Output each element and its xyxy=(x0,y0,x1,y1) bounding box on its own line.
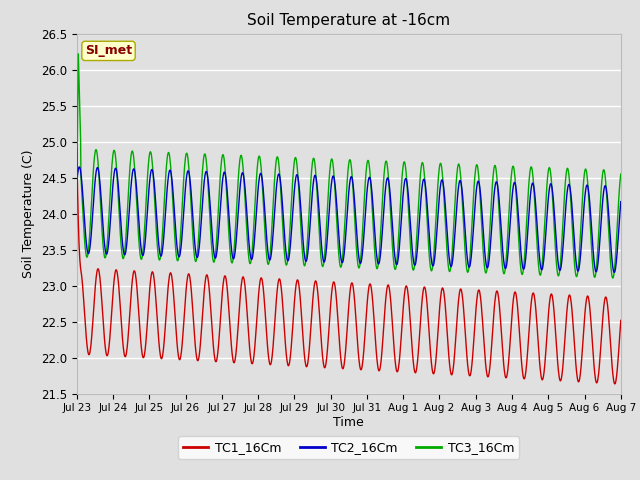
Legend: TC1_16Cm, TC2_16Cm, TC3_16Cm: TC1_16Cm, TC2_16Cm, TC3_16Cm xyxy=(179,436,519,459)
X-axis label: Time: Time xyxy=(333,416,364,429)
Y-axis label: Soil Temperature (C): Soil Temperature (C) xyxy=(22,149,35,278)
Title: Soil Temperature at -16cm: Soil Temperature at -16cm xyxy=(247,13,451,28)
Text: SI_met: SI_met xyxy=(85,44,132,58)
